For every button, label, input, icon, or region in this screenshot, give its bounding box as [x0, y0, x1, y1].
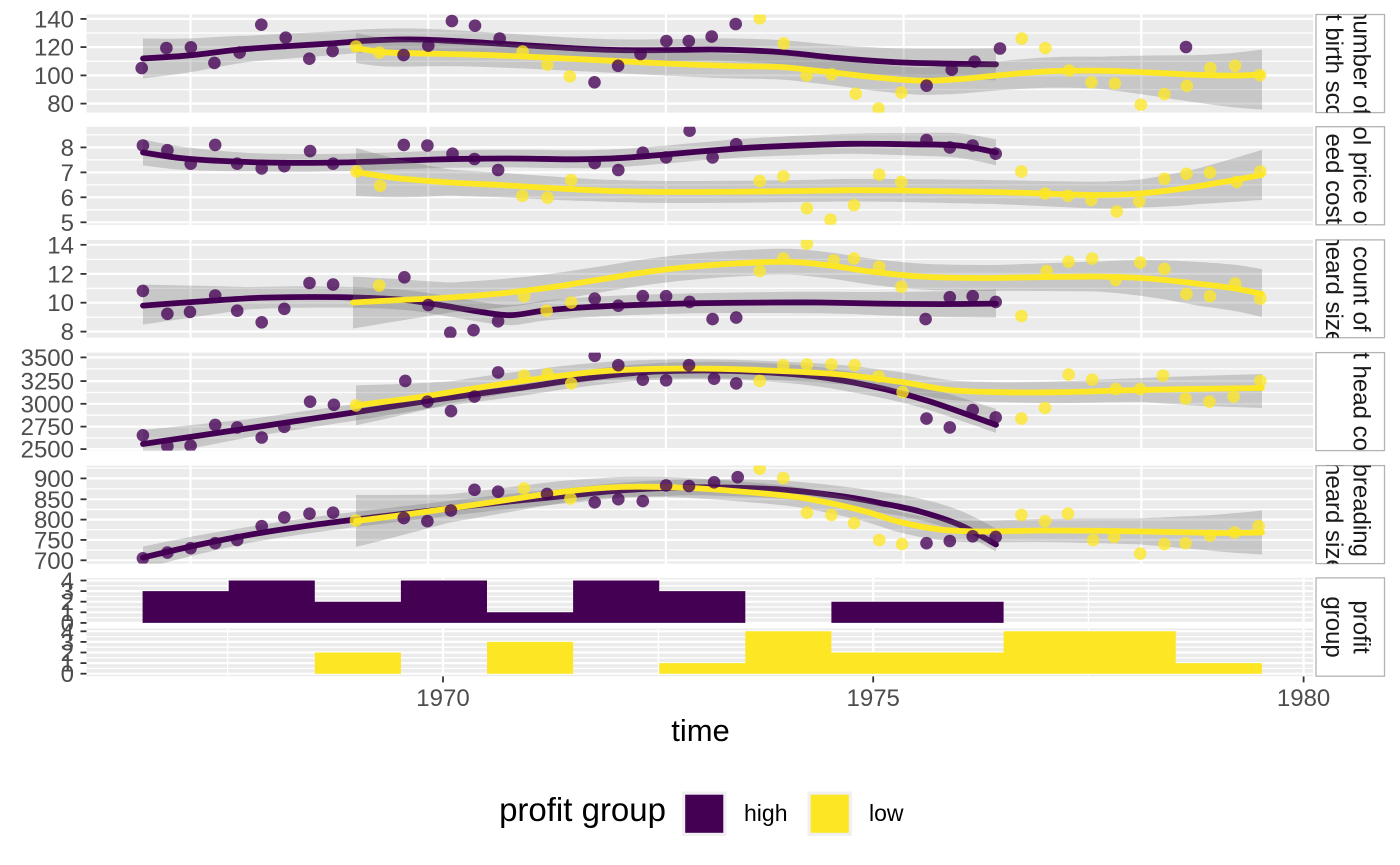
svg-text:2: 2: [61, 640, 74, 667]
svg-text:12: 12: [47, 261, 74, 288]
svg-text:2: 2: [61, 589, 74, 616]
svg-text:t birth sco: t birth sco: [1320, 14, 1347, 118]
svg-text:80: 80: [47, 91, 74, 118]
svg-text:wool price over: wool price over: [1348, 95, 1375, 257]
svg-text:7: 7: [61, 160, 74, 187]
svg-text:14: 14: [47, 232, 74, 259]
svg-text:4: 4: [61, 568, 74, 595]
svg-text:850: 850: [34, 487, 74, 514]
svg-text:1970: 1970: [416, 685, 469, 712]
svg-text:number of l: number of l: [1348, 7, 1375, 127]
svg-text:6: 6: [61, 185, 74, 212]
svg-text:heard size: heard size: [1320, 233, 1347, 344]
svg-text:120: 120: [34, 35, 74, 62]
svg-text:profit group: profit group: [499, 791, 666, 828]
svg-text:1975: 1975: [847, 685, 900, 712]
svg-text:2500: 2500: [21, 437, 74, 464]
svg-text:profit: profit: [1348, 600, 1375, 654]
svg-text:2750: 2750: [21, 414, 74, 441]
svg-text:3: 3: [61, 629, 74, 656]
svg-text:heard size: heard size: [1320, 462, 1347, 573]
svg-text:breading: breading: [1348, 464, 1375, 557]
svg-text:t head co: t head co: [1348, 352, 1375, 451]
svg-text:1980: 1980: [1277, 685, 1330, 712]
svg-text:900: 900: [34, 466, 74, 493]
svg-text:3250: 3250: [21, 369, 74, 396]
svg-text:8: 8: [61, 135, 74, 162]
svg-text:100: 100: [34, 63, 74, 90]
svg-text:group: group: [1320, 596, 1347, 657]
svg-text:0: 0: [61, 661, 74, 688]
svg-text:4: 4: [61, 619, 74, 646]
svg-text:3500: 3500: [21, 345, 74, 372]
svg-text:1: 1: [61, 651, 74, 678]
svg-text:5: 5: [61, 210, 74, 237]
svg-text:10: 10: [47, 290, 74, 317]
svg-text:700: 700: [34, 548, 74, 575]
svg-text:140: 140: [34, 6, 74, 33]
svg-text:count of: count of: [1348, 246, 1375, 332]
svg-text:1: 1: [61, 600, 74, 627]
svg-text:0: 0: [61, 610, 74, 637]
svg-text:low: low: [869, 800, 904, 826]
svg-text:800: 800: [34, 507, 74, 534]
svg-text:8: 8: [61, 319, 74, 346]
svg-text:time: time: [671, 713, 730, 748]
svg-text:3: 3: [61, 579, 74, 606]
svg-text:high: high: [744, 800, 787, 826]
svg-text:3000: 3000: [21, 391, 74, 418]
svg-text:eed cost: eed cost: [1320, 133, 1347, 224]
svg-text:750: 750: [34, 527, 74, 554]
